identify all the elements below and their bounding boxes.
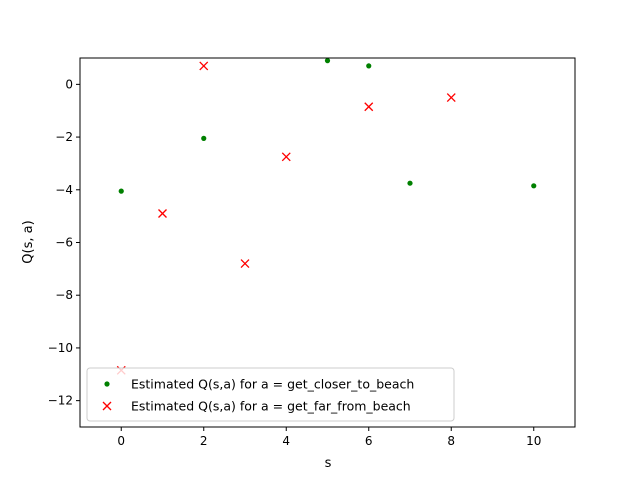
x-marker-stroke bbox=[199, 61, 209, 71]
legend-box bbox=[86, 367, 455, 422]
y-tick-label: −6 bbox=[55, 236, 73, 250]
x-marker-stroke bbox=[240, 259, 250, 269]
x-tick-label: 8 bbox=[447, 434, 455, 448]
legend-entry: Estimated Q(s,a) for a = get_closer_to_b… bbox=[104, 377, 414, 392]
data-point-x bbox=[240, 259, 250, 269]
data-point-dot bbox=[531, 183, 537, 189]
legend-label: Estimated Q(s,a) for a = get_far_from_be… bbox=[131, 399, 411, 414]
data-point-dot bbox=[118, 188, 124, 194]
x-tick-label: 6 bbox=[365, 434, 373, 448]
y-axis-label: Q(s, a) bbox=[21, 220, 36, 263]
data-point-x bbox=[281, 152, 291, 162]
x-marker-stroke bbox=[158, 209, 167, 218]
data-point-x bbox=[158, 209, 167, 218]
x-axis-label: s bbox=[325, 456, 332, 471]
data-point-dot bbox=[324, 58, 331, 64]
data-point-dot bbox=[366, 63, 372, 69]
x-marker-stroke bbox=[102, 401, 112, 411]
legend-entry: Estimated Q(s,a) for a = get_far_from_be… bbox=[102, 399, 411, 414]
data-point-dot bbox=[407, 180, 413, 186]
x-marker-stroke bbox=[446, 93, 456, 102]
y-tick-label: −10 bbox=[48, 341, 73, 355]
legend-marker bbox=[102, 401, 112, 411]
x-tick-label: 2 bbox=[200, 434, 208, 448]
legend-label: Estimated Q(s,a) for a = get_closer_to_b… bbox=[131, 377, 414, 392]
x-tick-label: 4 bbox=[282, 434, 290, 448]
legend-marker bbox=[104, 381, 110, 387]
data-point-x bbox=[446, 93, 456, 102]
legend: Estimated Q(s,a) for a = get_closer_to_b… bbox=[86, 367, 455, 422]
series-1 bbox=[118, 58, 537, 194]
data-point-x bbox=[364, 102, 374, 112]
x-marker-stroke bbox=[281, 152, 291, 162]
data-point-x bbox=[199, 61, 209, 71]
y-tick-label: −4 bbox=[55, 183, 73, 197]
x-marker-stroke bbox=[364, 102, 374, 112]
y-tick-label: −8 bbox=[55, 288, 73, 302]
data-point-dot bbox=[201, 135, 207, 141]
x-tick-label: 10 bbox=[526, 434, 541, 448]
y-tick-label: 0 bbox=[65, 77, 73, 91]
x-tick-label: 0 bbox=[117, 434, 125, 448]
y-tick-label: −12 bbox=[48, 394, 73, 408]
y-tick-label: −2 bbox=[55, 130, 73, 144]
x-axis-ticks: 0 2 4 6 8 10 bbox=[117, 427, 541, 448]
y-axis-ticks: 0 −2 −4 −6 −8 −10 −12 bbox=[48, 77, 80, 408]
